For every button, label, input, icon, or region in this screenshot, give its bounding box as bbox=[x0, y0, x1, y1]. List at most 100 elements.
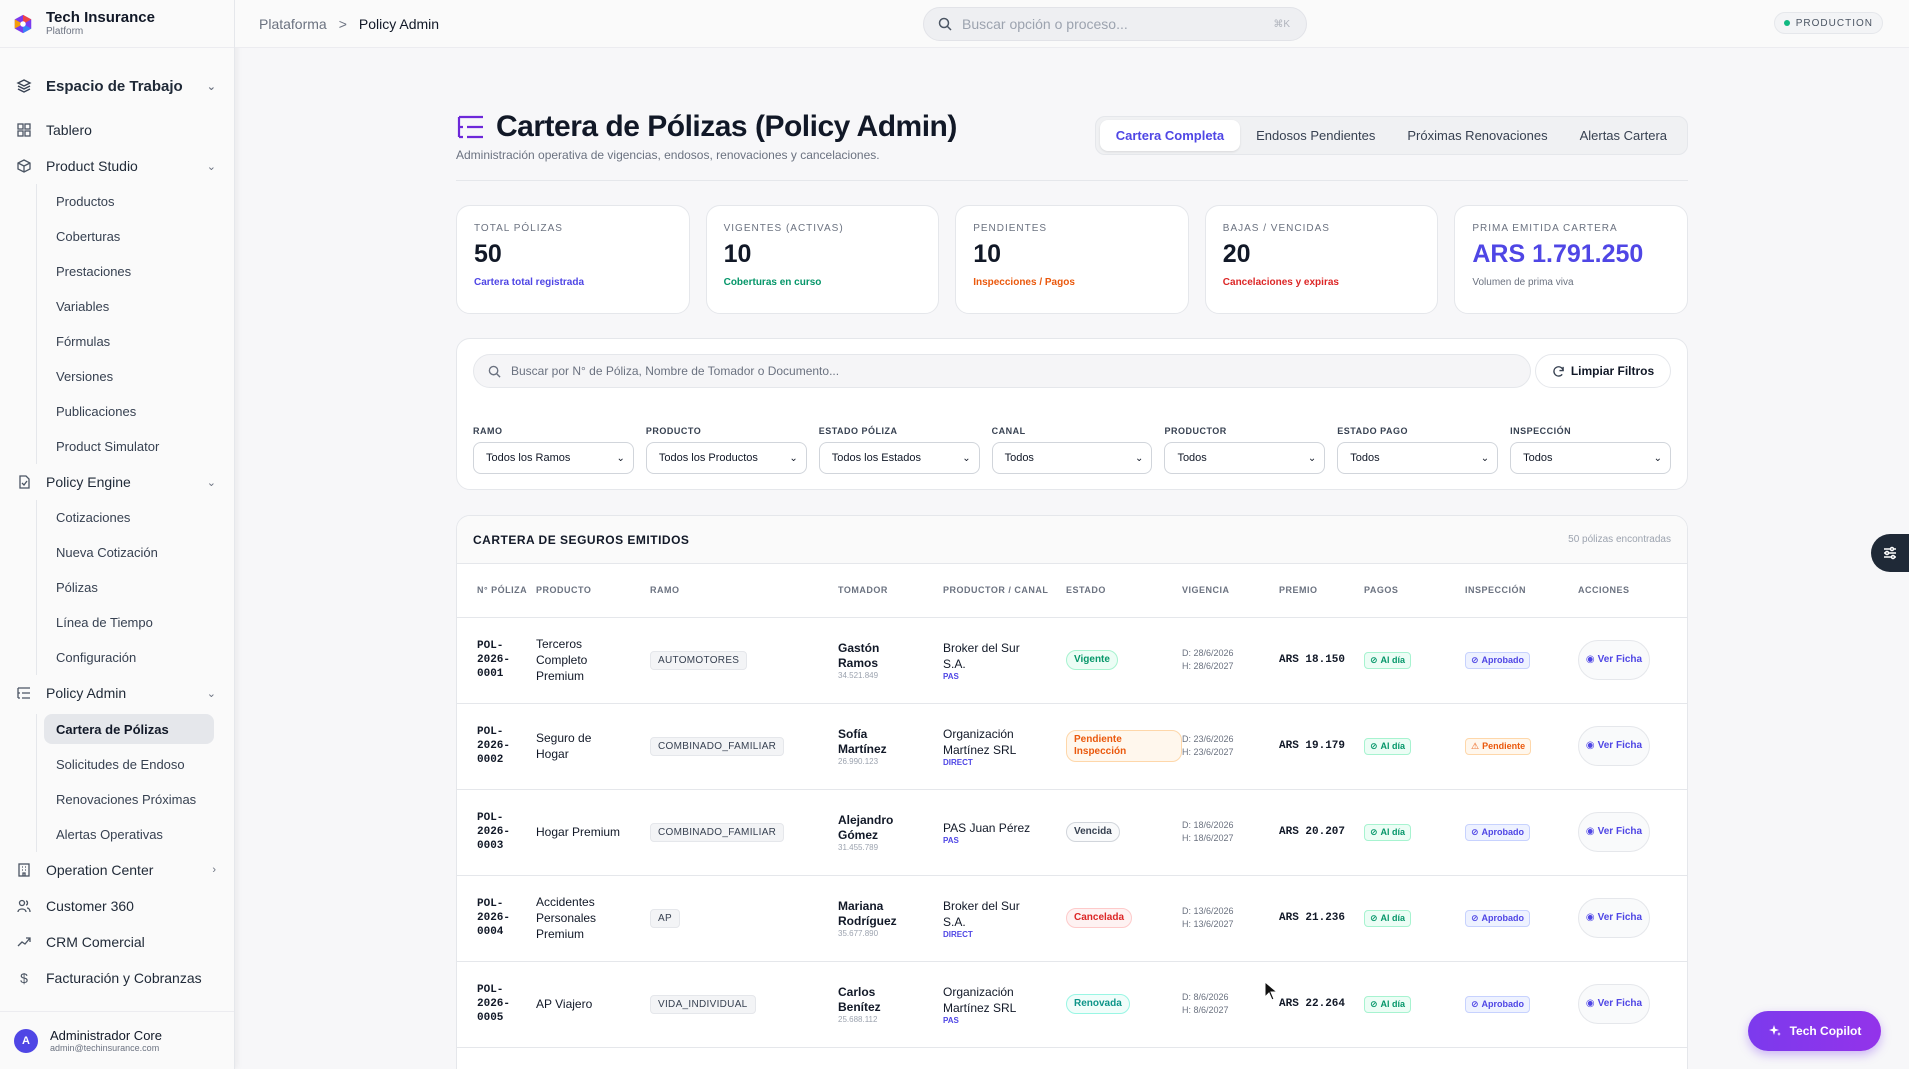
column-header[interactable]: PRODUCTO bbox=[536, 564, 650, 618]
sidebar-item-cotizaciones[interactable]: Cotizaciones bbox=[56, 510, 131, 525]
sidebar-nav: Espacio de Trabajo ⌄ Tablero Product Stu… bbox=[0, 48, 234, 996]
check-circle-icon: ⊘ bbox=[1370, 912, 1378, 923]
sidebar-item-configuracion[interactable]: Configuración bbox=[56, 650, 137, 665]
sidebar-item-polizas[interactable]: Pólizas bbox=[56, 580, 98, 595]
sidebar: Tech Insurance Platform Espacio de Traba… bbox=[0, 0, 235, 1069]
filter-label: PRODUCTO bbox=[645, 426, 702, 436]
sidebar-group-policy-engine[interactable]: Policy Engine ⌄ bbox=[0, 464, 234, 500]
holder-name: Sofía Martínez bbox=[838, 726, 887, 756]
producto-select[interactable]: Todos los Productos ⌄ bbox=[645, 442, 807, 474]
column-header[interactable]: TOMADOR bbox=[838, 564, 943, 618]
chevron-down-icon: ⌄ bbox=[1307, 452, 1317, 464]
table-row[interactable]: POL-2026-0002 Seguro de Hogar COMBINADO_FA… bbox=[457, 703, 1687, 790]
brand-subtitle: Platform bbox=[46, 26, 84, 37]
sidebar-item-prestaciones[interactable]: Prestaciones bbox=[56, 264, 132, 279]
list-tree-icon bbox=[457, 115, 483, 139]
user-profile[interactable]: A Administrador Core admin@techinsurance… bbox=[0, 1011, 234, 1069]
sidebar-item-alertas-operativas[interactable]: Alertas Operativas bbox=[56, 827, 163, 842]
tab-alertas-cartera[interactable]: Alertas Cartera bbox=[1579, 128, 1667, 143]
view-policy-button[interactable]: ◉ Ver Ficha bbox=[1578, 726, 1650, 766]
sidebar-item-customer-360[interactable]: Customer 360 bbox=[0, 888, 234, 924]
tech-copilot-button[interactable]: Tech Copilot bbox=[1748, 1011, 1881, 1051]
grid-icon bbox=[16, 122, 32, 138]
estado-poliza-select[interactable]: Todos los Estados ⌄ bbox=[818, 442, 980, 474]
sidebar-item-publicaciones[interactable]: Publicaciones bbox=[56, 404, 137, 419]
validity-to: H: 8/6/2027 bbox=[1182, 1005, 1229, 1015]
sidebar-item-productos[interactable]: Productos bbox=[56, 194, 115, 209]
holder-document: 35.677.890 bbox=[838, 928, 879, 938]
table-row[interactable]: POL-2026-0001 Terceros Completo Premium AU… bbox=[457, 617, 1687, 704]
table-row[interactable]: POL-2026-0003 Hogar Premium COMBINADO_FAMI… bbox=[457, 789, 1687, 876]
global-search[interactable]: ⌘K bbox=[923, 7, 1307, 41]
producer-name: Broker del Sur S.A. bbox=[943, 640, 1020, 671]
sidebar-item-nueva-cotizacion[interactable]: Nueva Cotización bbox=[56, 545, 158, 560]
stat-note: Cartera total registrada bbox=[474, 277, 585, 288]
ramo-select[interactable]: Todos los Ramos ⌄ bbox=[473, 442, 634, 474]
stat-card-prima: PRIMA EMITIDA CARTERA ARS 1.791.250 Volu… bbox=[1454, 205, 1688, 314]
column-header[interactable]: RAMO bbox=[650, 564, 838, 618]
column-header[interactable]: PREMIO bbox=[1279, 564, 1364, 618]
sidebar-item-linea-de-tiempo[interactable]: Línea de Tiempo bbox=[56, 615, 153, 630]
sidebar-item-product-simulator[interactable]: Product Simulator bbox=[56, 439, 160, 454]
policy-search-input[interactable] bbox=[511, 364, 1530, 378]
column-header[interactable]: INSPECCIÓN bbox=[1465, 564, 1578, 618]
sidebar-item-coberturas[interactable]: Coberturas bbox=[56, 229, 121, 244]
payment-status: Al día bbox=[1380, 655, 1406, 665]
producer-name: Organización Martínez SRL bbox=[943, 726, 1017, 757]
workspace-selector[interactable]: Espacio de Trabajo ⌄ bbox=[0, 66, 234, 106]
column-header[interactable]: PRODUCTOR / CANAL bbox=[943, 564, 1066, 618]
tab-endosos-pendientes[interactable]: Endosos Pendientes bbox=[1256, 128, 1376, 143]
eye-icon: ◉ bbox=[1585, 654, 1595, 665]
holder-name: Gastón Ramos bbox=[838, 640, 880, 670]
view-policy-button[interactable]: ◉ Ver Ficha bbox=[1578, 898, 1650, 938]
stat-note: Volumen de prima viva bbox=[1472, 277, 1574, 288]
view-policy-button[interactable]: ◉ Ver Ficha bbox=[1578, 984, 1650, 1024]
user-name: Administrador Core bbox=[50, 1028, 162, 1043]
column-header[interactable]: ESTADO bbox=[1066, 564, 1182, 618]
view-policy-button[interactable]: ◉ Ver Ficha bbox=[1578, 640, 1650, 680]
tab-cartera-completa[interactable]: Cartera Completa bbox=[1099, 120, 1241, 151]
clear-filters-button[interactable]: Limpiar Filtros bbox=[1535, 354, 1671, 388]
policy-search[interactable] bbox=[473, 354, 1531, 388]
brand[interactable]: Tech Insurance Platform bbox=[0, 0, 234, 48]
inspeccion-select[interactable]: Todos ⌄ bbox=[1510, 442, 1672, 474]
estado-pago-select[interactable]: Todos ⌄ bbox=[1337, 442, 1499, 474]
sidebar-item-variables[interactable]: Variables bbox=[56, 299, 110, 314]
product-name: AP Viajero bbox=[536, 997, 593, 1011]
view-policy-button[interactable]: ◉ Ver Ficha bbox=[1578, 812, 1650, 852]
column-header[interactable]: PAGOS bbox=[1364, 564, 1465, 618]
table-row[interactable]: POL-2026-0005 AP Viajero VIDA_INDIVIDUAL Ca… bbox=[457, 961, 1687, 1048]
select-value: Todos los Ramos bbox=[486, 452, 571, 464]
sidebar-item-formulas[interactable]: Fórmulas bbox=[56, 334, 111, 349]
sidebar-group-product-studio[interactable]: Product Studio ⌄ bbox=[0, 148, 234, 184]
inspection-status: Aprobado bbox=[1481, 827, 1525, 837]
sidebar-item-versiones[interactable]: Versiones bbox=[56, 369, 114, 384]
sidebar-item-billing[interactable]: $ Facturación y Cobranzas bbox=[0, 960, 234, 996]
filter-inspeccion: INSPECCIÓN Todos ⌄ bbox=[1510, 426, 1672, 474]
select-value: Todos bbox=[1523, 452, 1553, 464]
breadcrumb-separator-icon: > bbox=[338, 16, 347, 32]
tab-proximas-renovaciones[interactable]: Próximas Renovaciones bbox=[1407, 128, 1548, 143]
breadcrumb-root[interactable]: Plataforma bbox=[259, 16, 327, 32]
sidebar-item-renovaciones-proximas[interactable]: Renovaciones Próximas bbox=[56, 792, 197, 807]
sidebar-item-cartera-de-polizas[interactable]: Cartera de Pólizas bbox=[44, 714, 214, 744]
search-icon bbox=[488, 365, 501, 378]
holder-document: 31.455.789 bbox=[838, 842, 879, 852]
productor-select[interactable]: Todos ⌄ bbox=[1164, 442, 1326, 474]
sidebar-item-solicitudes-endoso[interactable]: Solicitudes de Endoso bbox=[56, 757, 185, 772]
sidebar-group-operation-center[interactable]: Operation Center › bbox=[0, 852, 234, 888]
filter-label: ESTADO PAGO bbox=[1337, 426, 1408, 436]
column-header[interactable]: ACCIONES bbox=[1578, 564, 1687, 618]
column-header[interactable]: N° PÓLIZA bbox=[457, 564, 536, 618]
sidebar-group-policy-admin[interactable]: Policy Admin ⌄ bbox=[0, 675, 234, 711]
table-row[interactable]: POL-2026-0004 Accidentes Personales Premi… bbox=[457, 875, 1687, 962]
sidebar-item-dashboard[interactable]: Tablero bbox=[0, 112, 234, 148]
column-header[interactable]: VIGENCIA bbox=[1182, 564, 1279, 618]
check-circle-icon: ⊘ bbox=[1370, 998, 1378, 1009]
filters-drawer-toggle[interactable] bbox=[1871, 534, 1909, 572]
check-circle-icon: ⊘ bbox=[1471, 826, 1479, 837]
canal-select[interactable]: Todos ⌄ bbox=[991, 442, 1153, 474]
global-search-input[interactable] bbox=[962, 16, 1274, 32]
sidebar-item-crm[interactable]: CRM Comercial bbox=[0, 924, 234, 960]
view-policy-label: Ver Ficha bbox=[1597, 826, 1643, 837]
